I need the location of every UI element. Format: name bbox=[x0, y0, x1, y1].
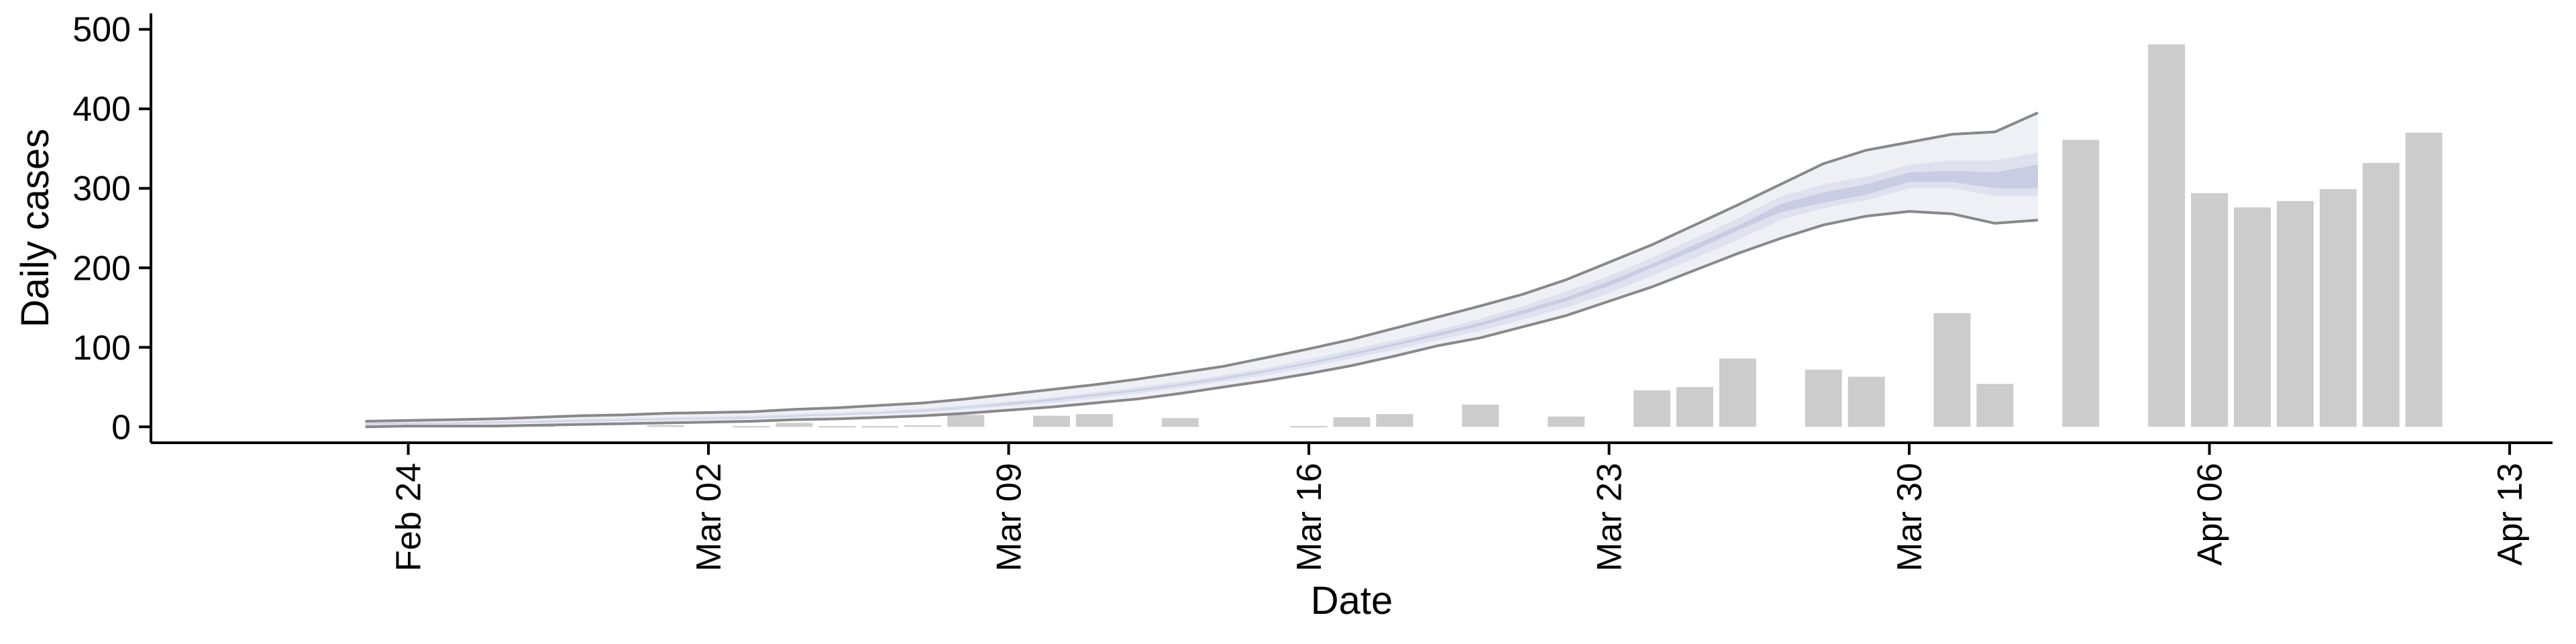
bar-2020-03-29 bbox=[1847, 376, 1885, 427]
daily-case-bars bbox=[518, 44, 2443, 428]
bar-2020-03-28 bbox=[1805, 370, 1842, 427]
bar-2020-04-07 bbox=[2234, 207, 2271, 427]
x-tick-label: Apr 06 bbox=[2191, 463, 2230, 566]
middle-interval-band bbox=[365, 152, 2038, 425]
y-tick-label: 100 bbox=[72, 329, 131, 368]
lower-bound-line bbox=[365, 210, 2039, 429]
bar-2020-03-25 bbox=[1676, 387, 1713, 427]
bar-2020-04-06 bbox=[2191, 193, 2229, 427]
y-axis-label: Daily cases bbox=[13, 129, 57, 328]
y-axis-ticks: 0 100 200 300 400 500 bbox=[72, 11, 151, 447]
bar-2020-04-08 bbox=[2276, 201, 2314, 427]
x-axis-ticks: Feb 24 Mar 02 Mar 09 Mar 16 Mar 23 Mar 30 Apr … bbox=[390, 443, 2530, 572]
x-tick-label: Mar 30 bbox=[1890, 463, 1929, 572]
bar-2020-03-08 bbox=[947, 415, 985, 427]
y-tick-label: 500 bbox=[72, 11, 131, 50]
bar-2020-03-01 bbox=[647, 425, 684, 427]
upper-bound-line bbox=[365, 111, 2039, 423]
x-tick-label: Mar 02 bbox=[690, 463, 729, 572]
bar-2020-03-26 bbox=[1719, 358, 1756, 427]
bar-2020-03-22 bbox=[1548, 416, 1585, 427]
bar-2020-03-17 bbox=[1333, 417, 1371, 427]
y-tick-label: 300 bbox=[72, 170, 131, 209]
bar-2020-04-05 bbox=[2148, 44, 2186, 427]
x-tick-label: Mar 09 bbox=[990, 463, 1029, 572]
bar-2020-03-04 bbox=[775, 423, 813, 427]
estimate-bound-lines bbox=[365, 111, 2039, 429]
bar-2020-03-03 bbox=[733, 426, 770, 428]
x-tick-label: Mar 16 bbox=[1290, 463, 1329, 572]
y-tick-label: 200 bbox=[72, 249, 131, 288]
bar-2020-04-03 bbox=[2062, 140, 2100, 427]
bar-2020-03-18 bbox=[1376, 414, 1413, 427]
bar-2020-04-09 bbox=[2319, 189, 2357, 427]
bar-2020-03-31 bbox=[1933, 313, 1971, 427]
y-tick-label: 0 bbox=[111, 408, 131, 447]
x-tick-label: Apr 13 bbox=[2491, 463, 2530, 566]
bar-2020-04-01 bbox=[1976, 384, 2014, 427]
bar-2020-04-10 bbox=[2362, 162, 2400, 427]
x-tick-label: Mar 23 bbox=[1591, 463, 1629, 572]
x-tick-label: Feb 24 bbox=[390, 463, 429, 572]
y-tick-label: 400 bbox=[72, 90, 131, 129]
bar-2020-03-07 bbox=[904, 425, 942, 427]
axes bbox=[150, 13, 2553, 444]
x-axis-label: Date bbox=[1311, 579, 1393, 623]
bar-2020-03-20 bbox=[1462, 405, 1499, 427]
bar-2020-03-16 bbox=[1290, 426, 1328, 428]
inner-interval-band bbox=[365, 164, 2038, 425]
bar-2020-03-11 bbox=[1075, 414, 1113, 427]
bar-2020-03-05 bbox=[818, 426, 856, 428]
bar-2020-03-10 bbox=[1033, 415, 1070, 427]
bar-2020-03-24 bbox=[1633, 390, 1670, 427]
bar-2020-03-06 bbox=[861, 426, 899, 428]
bar-2020-04-11 bbox=[2405, 132, 2443, 427]
estimate-bands bbox=[365, 113, 2038, 427]
bar-2020-03-13 bbox=[1161, 418, 1199, 427]
